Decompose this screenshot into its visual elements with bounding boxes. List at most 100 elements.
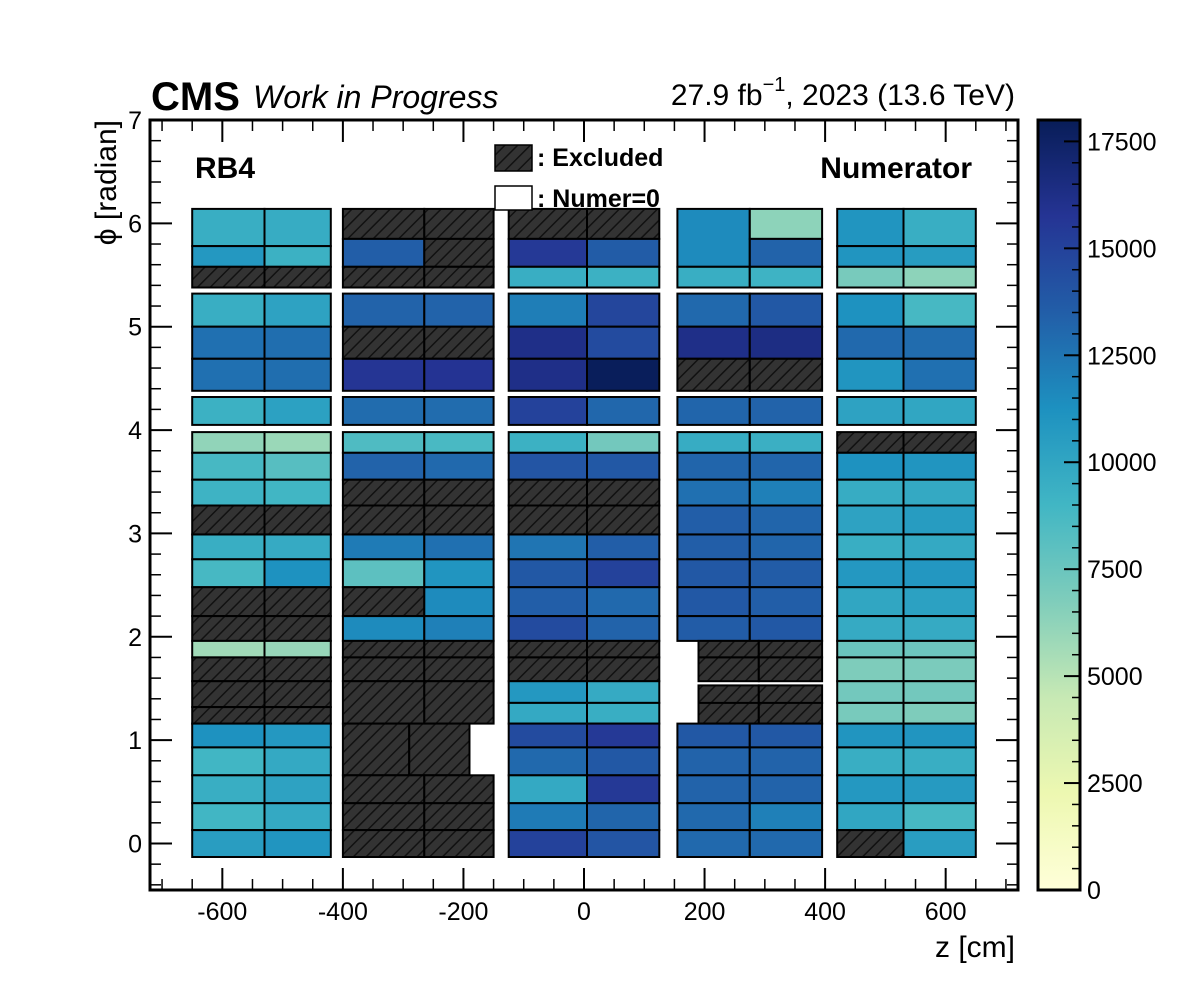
excluded-cell (586, 639, 661, 659)
heatmap-cell (423, 615, 495, 642)
excluded-cell (191, 586, 266, 618)
excluded-cell (341, 478, 426, 507)
excluded-cell (507, 656, 589, 683)
legend-zero-label: : Numer=0 (537, 185, 660, 213)
excluded-cell (423, 656, 495, 683)
excluded-cell (757, 656, 824, 683)
heatmap-cell (676, 504, 751, 536)
excluded-cell (191, 615, 266, 642)
heatmap-cell (423, 357, 495, 392)
colorbar-tick-label: 0 (1087, 877, 1101, 905)
x-axis-title: z [cm] (935, 931, 1015, 964)
heatmap-cell (507, 586, 589, 618)
excluded-cell (507, 639, 589, 659)
heatmap-cell (748, 558, 824, 589)
heatmap-cell (423, 533, 495, 561)
heatmap-cell (676, 325, 751, 360)
excluded-cell (423, 207, 495, 240)
heatmap-cell (836, 746, 905, 777)
x-tick-label: 200 (684, 898, 726, 926)
lumi-label: 27.9 fb−1, 2023 (13.6 TeV) (671, 74, 1015, 112)
heatmap-cell (263, 722, 332, 749)
heatmap-cell (586, 451, 661, 481)
heatmap-cell (902, 639, 977, 659)
heatmap-cell (263, 431, 332, 454)
heatmap-cell (836, 722, 905, 749)
excluded-cell (586, 478, 661, 507)
heatmap-cell (507, 746, 589, 777)
heatmap-cell (748, 829, 824, 858)
heatmap-cell (676, 451, 751, 481)
lumi-rest: , 2023 (13.6 TeV) (785, 79, 1015, 112)
x-tick-label: -400 (318, 898, 368, 926)
heatmap-cell (676, 207, 751, 268)
legend-zero-swatch (494, 185, 533, 211)
heatmap-cell (341, 292, 426, 328)
heatmap-cell (423, 431, 495, 454)
excluded-cell (676, 357, 751, 392)
heatmap-cell (836, 292, 905, 328)
excluded-cell (423, 680, 495, 725)
excluded-cell (423, 265, 495, 289)
heatmap-cell (748, 586, 824, 618)
heatmap-cell (341, 451, 426, 481)
x-tick-label: 400 (804, 898, 846, 926)
excluded-cell (341, 325, 426, 360)
heatmap-cell (586, 722, 661, 749)
y-tick-label: 7 (128, 107, 142, 135)
heatmap-cell (586, 265, 661, 289)
heatmap-cell (902, 207, 977, 248)
excluded-cell (263, 504, 332, 536)
heatmap-cell (586, 325, 661, 360)
heatmap-cell (263, 325, 332, 360)
excluded-cell (423, 802, 495, 832)
heatmap-cell (263, 245, 332, 268)
y-tick-label: 4 (128, 417, 142, 445)
cells-layer (191, 207, 977, 858)
heatmap-cell (902, 533, 977, 561)
heatmap-cell (586, 586, 661, 618)
heatmap-cell (836, 396, 905, 426)
heatmap-cell (191, 533, 266, 561)
heatmap-cell (507, 431, 589, 454)
colorbar-tick-label: 7500 (1087, 556, 1143, 584)
y-tick-label: 0 (128, 830, 142, 858)
excluded-cell (423, 237, 495, 268)
heatmap-cell (902, 558, 977, 589)
y-axis-title: ϕ [radian] (90, 120, 123, 245)
heatmap-cell (507, 325, 589, 360)
excluded-cell (697, 684, 760, 705)
heatmap-cell (507, 680, 589, 704)
excluded-cell (586, 656, 661, 683)
colorbar-tick-label: 12500 (1087, 342, 1157, 370)
heatmap-cell (676, 292, 751, 328)
heatmap-cell (586, 357, 661, 392)
heatmap-cell (836, 245, 905, 268)
heatmap-cell (423, 292, 495, 328)
heatmap-cell (676, 533, 751, 561)
heatmap-cell (836, 533, 905, 561)
excluded-cell (341, 639, 426, 659)
excluded-cell (341, 774, 426, 805)
excluded-cell (341, 586, 426, 618)
heatmap-cell (191, 292, 266, 328)
excluded-cell (423, 774, 495, 805)
excluded-cell (191, 504, 266, 536)
heatmap-cell (191, 396, 266, 426)
heatmap-cell (191, 639, 266, 659)
heatmap-cell (902, 802, 977, 832)
y-tick-label: 2 (128, 624, 142, 652)
heatmap-cell (836, 357, 905, 392)
heatmap-cell (902, 701, 977, 725)
heatmap-cell (902, 746, 977, 777)
heatmap-cell (836, 802, 905, 832)
heatmap-cell (902, 656, 977, 683)
heatmap-cell (676, 265, 751, 289)
heatmap-cell (586, 558, 661, 589)
heatmap-cell (836, 639, 905, 659)
heatmap-cell (836, 265, 905, 289)
histogram-label: Numerator (820, 152, 972, 185)
x-tick-label: -200 (438, 898, 488, 926)
heatmap-cell (676, 586, 751, 618)
heatmap-cell (191, 431, 266, 454)
